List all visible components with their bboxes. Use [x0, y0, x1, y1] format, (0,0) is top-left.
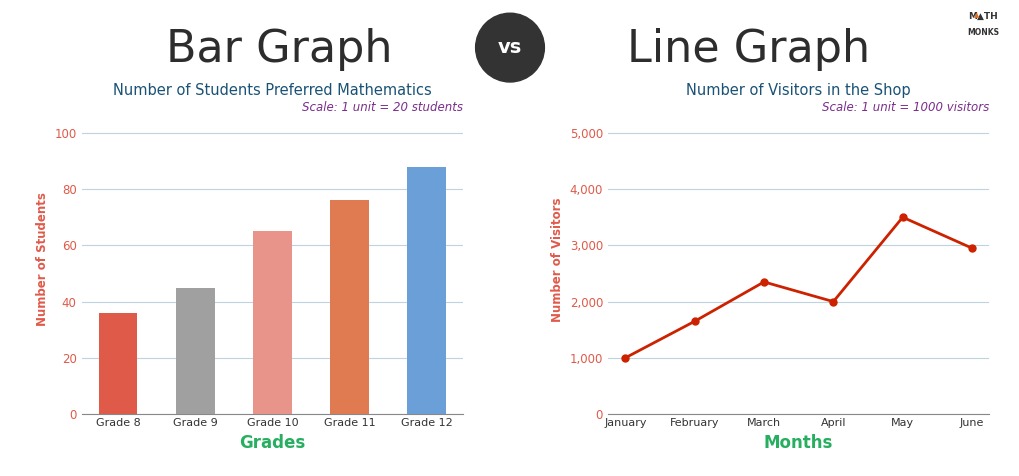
Circle shape — [475, 13, 544, 82]
Text: M▲TH: M▲TH — [967, 12, 998, 21]
Bar — [407, 167, 445, 414]
Text: Scale: 1 unit = 1000 visitors: Scale: 1 unit = 1000 visitors — [821, 101, 988, 114]
Bar — [176, 288, 214, 414]
Text: Scale: 1 unit = 20 students: Scale: 1 unit = 20 students — [302, 101, 463, 114]
X-axis label: Months: Months — [763, 434, 833, 452]
Text: Number of Visitors in the Shop: Number of Visitors in the Shop — [686, 82, 910, 98]
Text: MONKS: MONKS — [966, 28, 999, 37]
Text: Line Graph: Line Graph — [627, 29, 869, 71]
X-axis label: Grades: Grades — [238, 434, 305, 452]
Y-axis label: Number of Students: Number of Students — [36, 192, 49, 327]
Y-axis label: Number of Visitors: Number of Visitors — [550, 197, 564, 322]
Bar — [99, 313, 138, 414]
Text: vs: vs — [497, 38, 522, 57]
Text: Bar Graph: Bar Graph — [166, 29, 392, 71]
Text: Number of Students Preferred Mathematics: Number of Students Preferred Mathematics — [113, 82, 431, 98]
Text: ▲: ▲ — [973, 12, 979, 19]
Bar — [330, 200, 368, 414]
Bar — [253, 231, 291, 414]
